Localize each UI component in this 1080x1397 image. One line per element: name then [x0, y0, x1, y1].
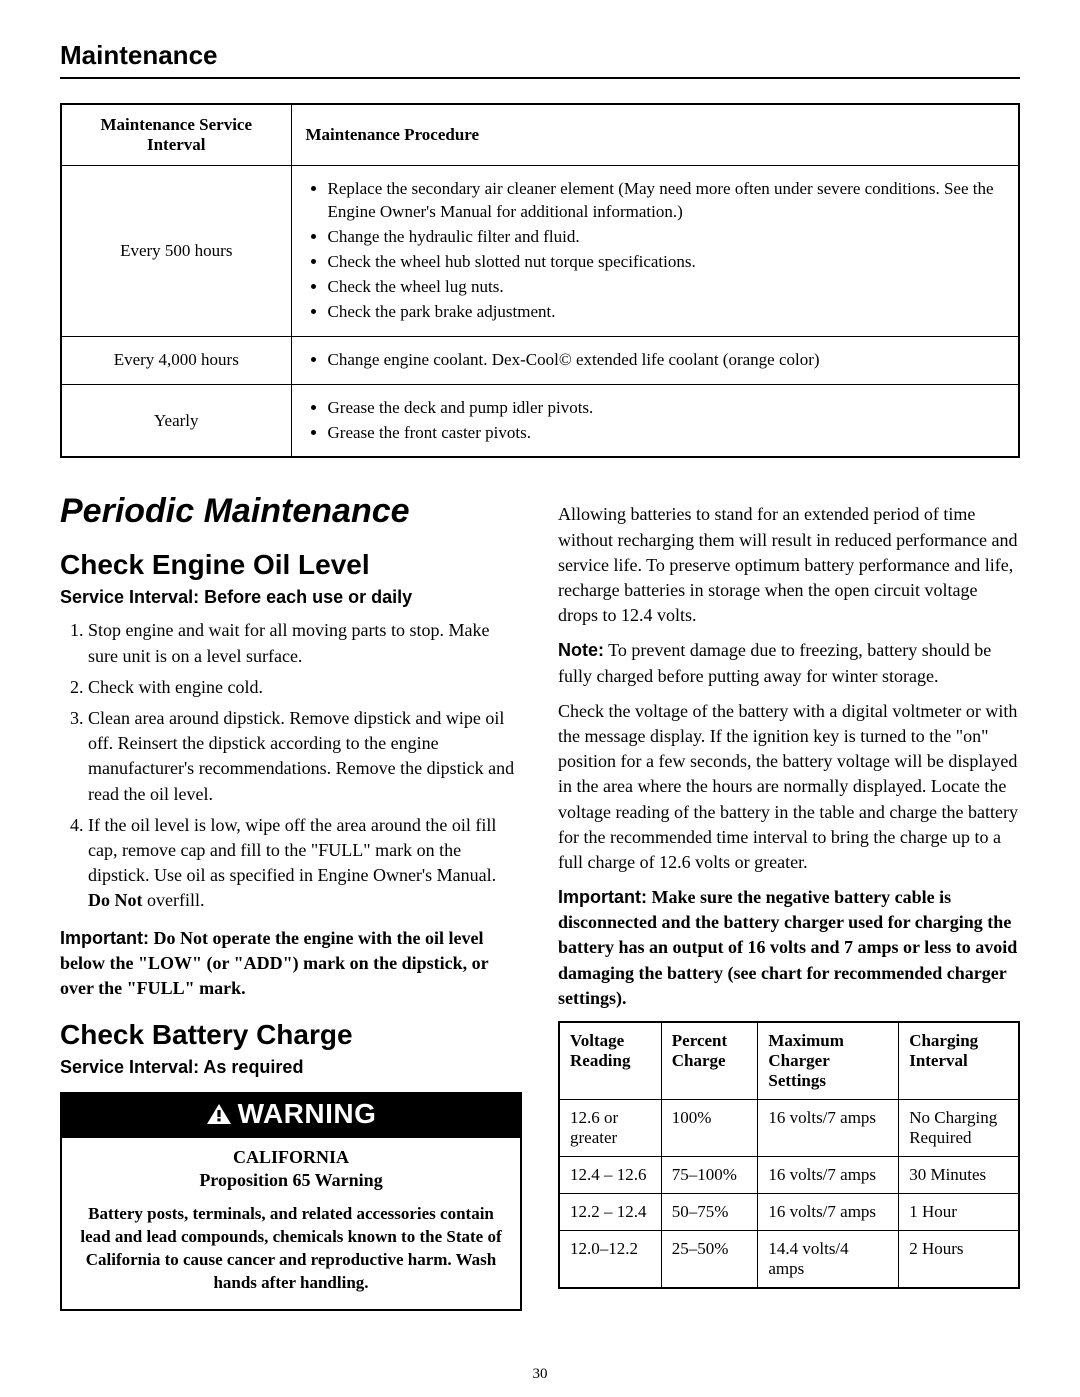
cell: 75–100% — [661, 1157, 758, 1194]
maintenance-table: Maintenance Service Interval Maintenance… — [60, 103, 1020, 458]
battery-note: Note: To prevent damage due to freezing,… — [558, 638, 1020, 688]
cell: 16 volts/7 amps — [758, 1157, 899, 1194]
cell: 2 Hours — [899, 1231, 1019, 1289]
right-column: Allowing batteries to stand for an exten… — [558, 492, 1020, 1310]
charge-th-settings: Maximum Charger Settings — [758, 1022, 899, 1100]
cell: 1 Hour — [899, 1194, 1019, 1231]
cell: 100% — [661, 1100, 758, 1157]
check-battery-heading: Check Battery Charge — [60, 1019, 522, 1051]
maint-interval: Yearly — [61, 384, 291, 457]
cell: 25–50% — [661, 1231, 758, 1289]
charge-th-voltage: Voltage Reading — [559, 1022, 661, 1100]
cell: 16 volts/7 amps — [758, 1194, 899, 1231]
cell: 12.0–12.2 — [559, 1231, 661, 1289]
maint-th-interval: Maintenance Service Interval — [61, 104, 291, 166]
maint-interval: Every 500 hours — [61, 166, 291, 337]
table-row: Yearly Grease the deck and pump idler pi… — [61, 384, 1019, 457]
list-item: Change the hydraulic filter and fluid. — [328, 226, 1005, 249]
battery-service-interval: Service Interval: As required — [60, 1057, 522, 1078]
battery-para-1: Allowing batteries to stand for an exten… — [558, 502, 1020, 628]
periodic-maintenance-heading: Periodic Maintenance — [60, 492, 522, 531]
list-item: Grease the deck and pump idler pivots. — [328, 397, 1005, 420]
cell: 30 Minutes — [899, 1157, 1019, 1194]
maint-interval: Every 4,000 hours — [61, 336, 291, 384]
table-row: 12.2 – 12.4 50–75% 16 volts/7 amps 1 Hou… — [559, 1194, 1019, 1231]
charge-th-percent: Percent Charge — [661, 1022, 758, 1100]
note-label: Note: — [558, 640, 604, 660]
oil-steps: Stop engine and wait for all moving part… — [60, 618, 522, 913]
table-row: 12.6 or greater 100% 16 volts/7 amps No … — [559, 1100, 1019, 1157]
list-item: Stop engine and wait for all moving part… — [88, 618, 522, 668]
cell: 50–75% — [661, 1194, 758, 1231]
important-label: Important: — [558, 887, 647, 907]
cell: 12.2 – 12.4 — [559, 1194, 661, 1231]
table-row: Every 4,000 hours Change engine coolant.… — [61, 336, 1019, 384]
warning-triangle-icon — [206, 1100, 232, 1132]
warning-sub-line2: Proposition 65 Warning — [199, 1170, 382, 1190]
step4-pre: If the oil level is low, wipe off the ar… — [88, 815, 496, 885]
warning-box: WARNING CALIFORNIA Proposition 65 Warnin… — [60, 1092, 522, 1311]
important-label: Important: — [60, 928, 149, 948]
warning-header: WARNING — [62, 1094, 520, 1138]
warning-subtitle: CALIFORNIA Proposition 65 Warning — [62, 1138, 520, 1197]
list-item: Grease the front caster pivots. — [328, 422, 1005, 445]
check-oil-heading: Check Engine Oil Level — [60, 549, 522, 581]
list-item: Change engine coolant. Dex-Cool© extende… — [328, 349, 1005, 372]
battery-para-2: Check the voltage of the battery with a … — [558, 699, 1020, 875]
table-row: 12.0–12.2 25–50% 14.4 volts/4 amps 2 Hou… — [559, 1231, 1019, 1289]
cell: No Charging Required — [899, 1100, 1019, 1157]
list-item: If the oil level is low, wipe off the ar… — [88, 813, 522, 914]
warning-header-text: WARNING — [238, 1098, 377, 1129]
page-number: 30 — [0, 1366, 1080, 1383]
table-row: 12.4 – 12.6 75–100% 16 volts/7 amps 30 M… — [559, 1157, 1019, 1194]
cell: 12.6 or greater — [559, 1100, 661, 1157]
warning-sub-line1: CALIFORNIA — [233, 1147, 349, 1167]
list-item: Check with engine cold. — [88, 675, 522, 700]
warning-body: Battery posts, terminals, and related ac… — [62, 1197, 520, 1309]
step4-post: overfill. — [143, 890, 205, 910]
maint-procedure: Replace the secondary air cleaner elemen… — [291, 166, 1019, 337]
oil-service-interval: Service Interval: Before each use or dai… — [60, 587, 522, 608]
table-row: Every 500 hours Replace the secondary ai… — [61, 166, 1019, 337]
step4-bold: Do Not — [88, 890, 143, 910]
oil-important: Important: Do Not operate the engine wit… — [60, 926, 522, 1002]
cell: 12.4 – 12.6 — [559, 1157, 661, 1194]
charge-th-interval: Charging Interval — [899, 1022, 1019, 1100]
list-item: Check the park brake adjustment. — [328, 301, 1005, 324]
note-body: To prevent damage due to freezing, batte… — [558, 640, 991, 685]
list-item: Check the wheel hub slotted nut torque s… — [328, 251, 1005, 274]
section-title: Maintenance — [60, 40, 1020, 79]
list-item: Replace the secondary air cleaner elemen… — [328, 178, 1005, 224]
left-column: Periodic Maintenance Check Engine Oil Le… — [60, 492, 522, 1310]
cell: 14.4 volts/4 amps — [758, 1231, 899, 1289]
cell: 16 volts/7 amps — [758, 1100, 899, 1157]
maint-procedure: Grease the deck and pump idler pivots. G… — [291, 384, 1019, 457]
list-item: Clean area around dipstick. Remove dipst… — [88, 706, 522, 807]
charging-table: Voltage Reading Percent Charge Maximum C… — [558, 1021, 1020, 1289]
battery-important: Important: Make sure the negative batter… — [558, 885, 1020, 1011]
list-item: Check the wheel lug nuts. — [328, 276, 1005, 299]
maint-th-procedure: Maintenance Procedure — [291, 104, 1019, 166]
maint-procedure: Change engine coolant. Dex-Cool© extende… — [291, 336, 1019, 384]
